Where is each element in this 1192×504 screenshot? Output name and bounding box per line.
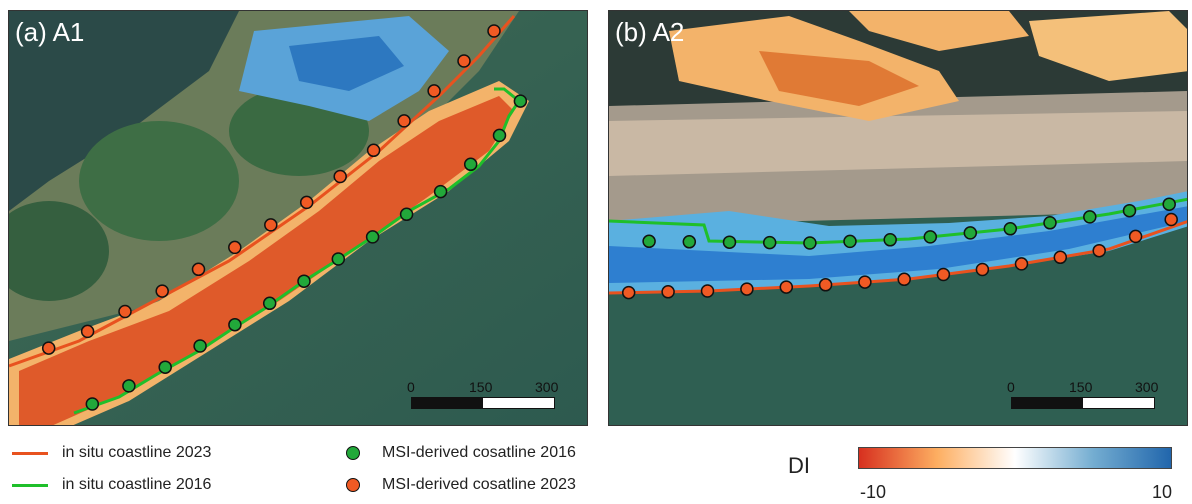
- msi-2023-point: [818, 278, 833, 292]
- msi-2016-point: [1083, 210, 1097, 224]
- msi-2023-point: [1092, 243, 1106, 258]
- msi-2023-point: [118, 304, 132, 319]
- legend-label: MSI-derived cosatline 2023: [382, 476, 576, 493]
- dark-water-channel: [9, 11, 239, 211]
- msi-2016-point: [85, 397, 100, 411]
- msi-2023-point: [228, 240, 242, 255]
- msi-2023-point: [858, 275, 872, 289]
- msi-2023-point: [155, 284, 169, 298]
- msi-2016-point: [193, 339, 207, 353]
- msi-2016-point: [762, 235, 777, 250]
- di-red-patch: [759, 51, 919, 106]
- msi-2016-point: [513, 94, 528, 108]
- msi-2016-point: [722, 235, 737, 249]
- legend-label: MSI-derived cosatline 2016: [382, 444, 576, 461]
- map-panel-a1: (a) A1 0 150 300 m: [8, 10, 588, 426]
- msi-2023-point: [936, 267, 951, 282]
- msi-2023-point: [264, 218, 278, 232]
- legend-line-swatch: [12, 451, 48, 455]
- msi-2023-point: [457, 54, 471, 68]
- msi-2016-point: [682, 235, 697, 249]
- msi-2023-point: [1164, 212, 1178, 227]
- msi-2016-point: [331, 252, 346, 266]
- msi-2016-point: [433, 184, 448, 199]
- map-a1-image: [9, 11, 587, 425]
- msi-2016-point: [365, 230, 380, 244]
- msi-2016-point: [297, 274, 311, 288]
- msi-2016-point: [1043, 216, 1057, 230]
- di-orange-patch: [1029, 11, 1187, 81]
- legend-dot-swatch: [346, 478, 360, 492]
- di-deep-blue-zone: [289, 36, 404, 91]
- msi-coastline-points-a1: [41, 24, 528, 411]
- msi-2016-point: [122, 379, 136, 393]
- msi-2023-point: [1053, 250, 1068, 265]
- colorbar-max-label: 10: [1152, 482, 1173, 502]
- scale-tick: 0: [1007, 379, 1015, 395]
- msi-2016-point: [262, 296, 277, 311]
- msi-2023-point: [397, 114, 411, 128]
- msi-2023-point: [487, 24, 501, 38]
- msi-2016-point: [963, 226, 978, 240]
- msi-2016-point: [883, 233, 897, 247]
- msi-2023-point: [41, 341, 56, 355]
- colorbar-title: DI: [788, 453, 810, 478]
- msi-2023-point: [975, 262, 990, 277]
- msi-2023-point: [427, 84, 441, 98]
- msi-2023-point: [366, 143, 381, 158]
- msi-2023-point: [740, 282, 754, 296]
- msi-2023-point: [779, 280, 794, 294]
- scale-tick: 150: [469, 379, 493, 395]
- msi-2016-point: [399, 207, 414, 222]
- panel-a2-label: (b) A2: [615, 17, 685, 47]
- msi-2023-point: [299, 195, 314, 210]
- legend-item-in-situ-2016: in situ coastline 2016: [12, 476, 211, 494]
- msi-2016-point: [463, 157, 478, 172]
- legend-label: in situ coastline 2023: [62, 444, 212, 461]
- di-red-strip: [19, 96, 514, 425]
- di-deep-blue-band: [609, 206, 1187, 283]
- panel-a1-label: (a) A1: [15, 17, 85, 47]
- di-colorbar: [858, 447, 1172, 469]
- msi-coastline-points-a2: [621, 197, 1178, 300]
- msi-2023-point: [80, 324, 95, 339]
- msi-2023-point: [661, 285, 675, 299]
- msi-2016-point: [923, 230, 938, 244]
- legend-line-swatch: [12, 483, 48, 487]
- scale-bar-a2: 0 150 300 m: [1007, 379, 1158, 413]
- vegetation-patch: [9, 201, 109, 301]
- msi-2016-point: [228, 317, 242, 332]
- scale-tick: 150: [1069, 379, 1093, 395]
- msi-2016-point: [1122, 203, 1137, 218]
- msi-2016-point: [803, 236, 817, 250]
- msi-2016-point: [158, 360, 172, 374]
- legend-label: in situ coastline 2016: [62, 476, 212, 493]
- msi-2016-point: [1162, 197, 1176, 211]
- msi-2023-point: [191, 262, 206, 277]
- msi-2023-point: [333, 169, 347, 184]
- legend-item-in-situ-2023: in situ coastline 2023: [12, 444, 211, 462]
- colorbar-min-label: -10: [860, 482, 887, 502]
- map-a2-image: [609, 11, 1187, 425]
- msi-2023-point: [700, 284, 715, 298]
- msi-2023-point: [621, 285, 636, 300]
- legend-item-msi-2016: MSI-derived cosatline 2016: [346, 444, 576, 462]
- msi-2016-point: [843, 234, 857, 249]
- msi-2016-point: [642, 234, 656, 249]
- msi-2023-point: [1014, 257, 1029, 271]
- vegetation-patch: [79, 121, 239, 241]
- msi-2016-point: [1003, 222, 1018, 236]
- di-orange-patch: [849, 11, 1029, 51]
- map-panel-a2: (b) A2 0 150 300 m: [608, 10, 1188, 426]
- msi-2023-point: [897, 272, 911, 287]
- scale-bar-a1: 0 150 300 m: [407, 379, 558, 413]
- msi-2016-point: [492, 128, 507, 143]
- msi-2023-point: [1128, 229, 1143, 244]
- sand-flat-light: [609, 111, 1187, 176]
- legend-dot-swatch: [346, 446, 360, 460]
- legend-item-msi-2023: MSI-derived cosatline 2023: [346, 476, 576, 494]
- scale-tick: 0: [407, 379, 415, 395]
